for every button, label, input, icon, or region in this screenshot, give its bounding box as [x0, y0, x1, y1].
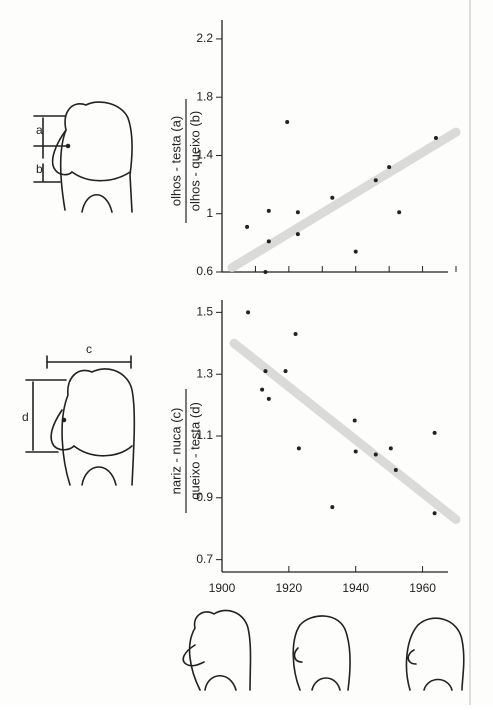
y-tick-label: 1: [206, 206, 213, 220]
y-tick-label: 2.2: [196, 31, 213, 45]
y-label-denominator: olhos - queixo (b): [187, 111, 202, 211]
trend-line: [229, 338, 461, 524]
x-tick-label: 1960: [409, 581, 436, 595]
y-label-numerator: olhos - testa (a): [168, 116, 183, 206]
data-point: [246, 310, 251, 315]
y-tick-label: 0.7: [196, 552, 213, 566]
y-tick-label: 0.9: [196, 490, 213, 504]
data-point: [295, 210, 300, 215]
y-label: olhos - testa (a) olhos - queixo (b): [168, 99, 202, 223]
y-tick-label: 1.8: [196, 89, 213, 103]
data-point: [263, 369, 268, 374]
data-point: [352, 418, 357, 423]
data-point: [432, 511, 437, 516]
x-tick-label: 1900: [209, 581, 236, 595]
label-b: b: [36, 162, 43, 176]
label-c: c: [86, 342, 92, 356]
data-point: [373, 452, 378, 457]
y-tick-label: 1.5: [196, 305, 213, 319]
data-point: [397, 210, 402, 215]
data-point: [295, 232, 300, 237]
data-point: [353, 249, 358, 254]
y-tick-label: 0.6: [196, 264, 213, 278]
data-point: [373, 178, 378, 183]
data-point: [245, 224, 250, 229]
x-tick-label: 1940: [342, 581, 369, 595]
label-a: a: [36, 123, 43, 137]
bear-illustration: [25, 355, 136, 486]
data-point: [296, 446, 301, 451]
data-point: [293, 332, 298, 336]
data-point: [266, 396, 271, 401]
data-point: [285, 119, 290, 124]
trend-line: [227, 127, 461, 273]
data-point: [433, 135, 438, 140]
data-point: [266, 208, 271, 213]
data-point: [388, 446, 393, 451]
data-point: [330, 195, 335, 200]
data-point: [330, 505, 335, 510]
data-point: [283, 369, 288, 374]
y-tick-label: 1.4: [196, 148, 213, 162]
data-point: [353, 449, 358, 454]
data-point: [260, 387, 265, 392]
data-point: [387, 165, 392, 170]
y-label-numerator: nariz - nuca (c): [168, 408, 183, 495]
data-point: [432, 430, 437, 435]
y-tick-label: 1.3: [196, 366, 213, 380]
y-label-denominator: queixo - testa (d): [187, 402, 202, 500]
y-label: nariz - nuca (c) queixo - testa (d): [168, 389, 202, 513]
label-d: d: [22, 410, 29, 424]
data-point: [263, 270, 268, 274]
x-tick-label: 1920: [276, 581, 303, 595]
data-point: [266, 239, 271, 244]
bear-illustration: [33, 101, 133, 213]
y-tick-label: 1.1: [196, 428, 213, 442]
data-point: [393, 468, 398, 472]
bear-illustration: [182, 609, 465, 691]
